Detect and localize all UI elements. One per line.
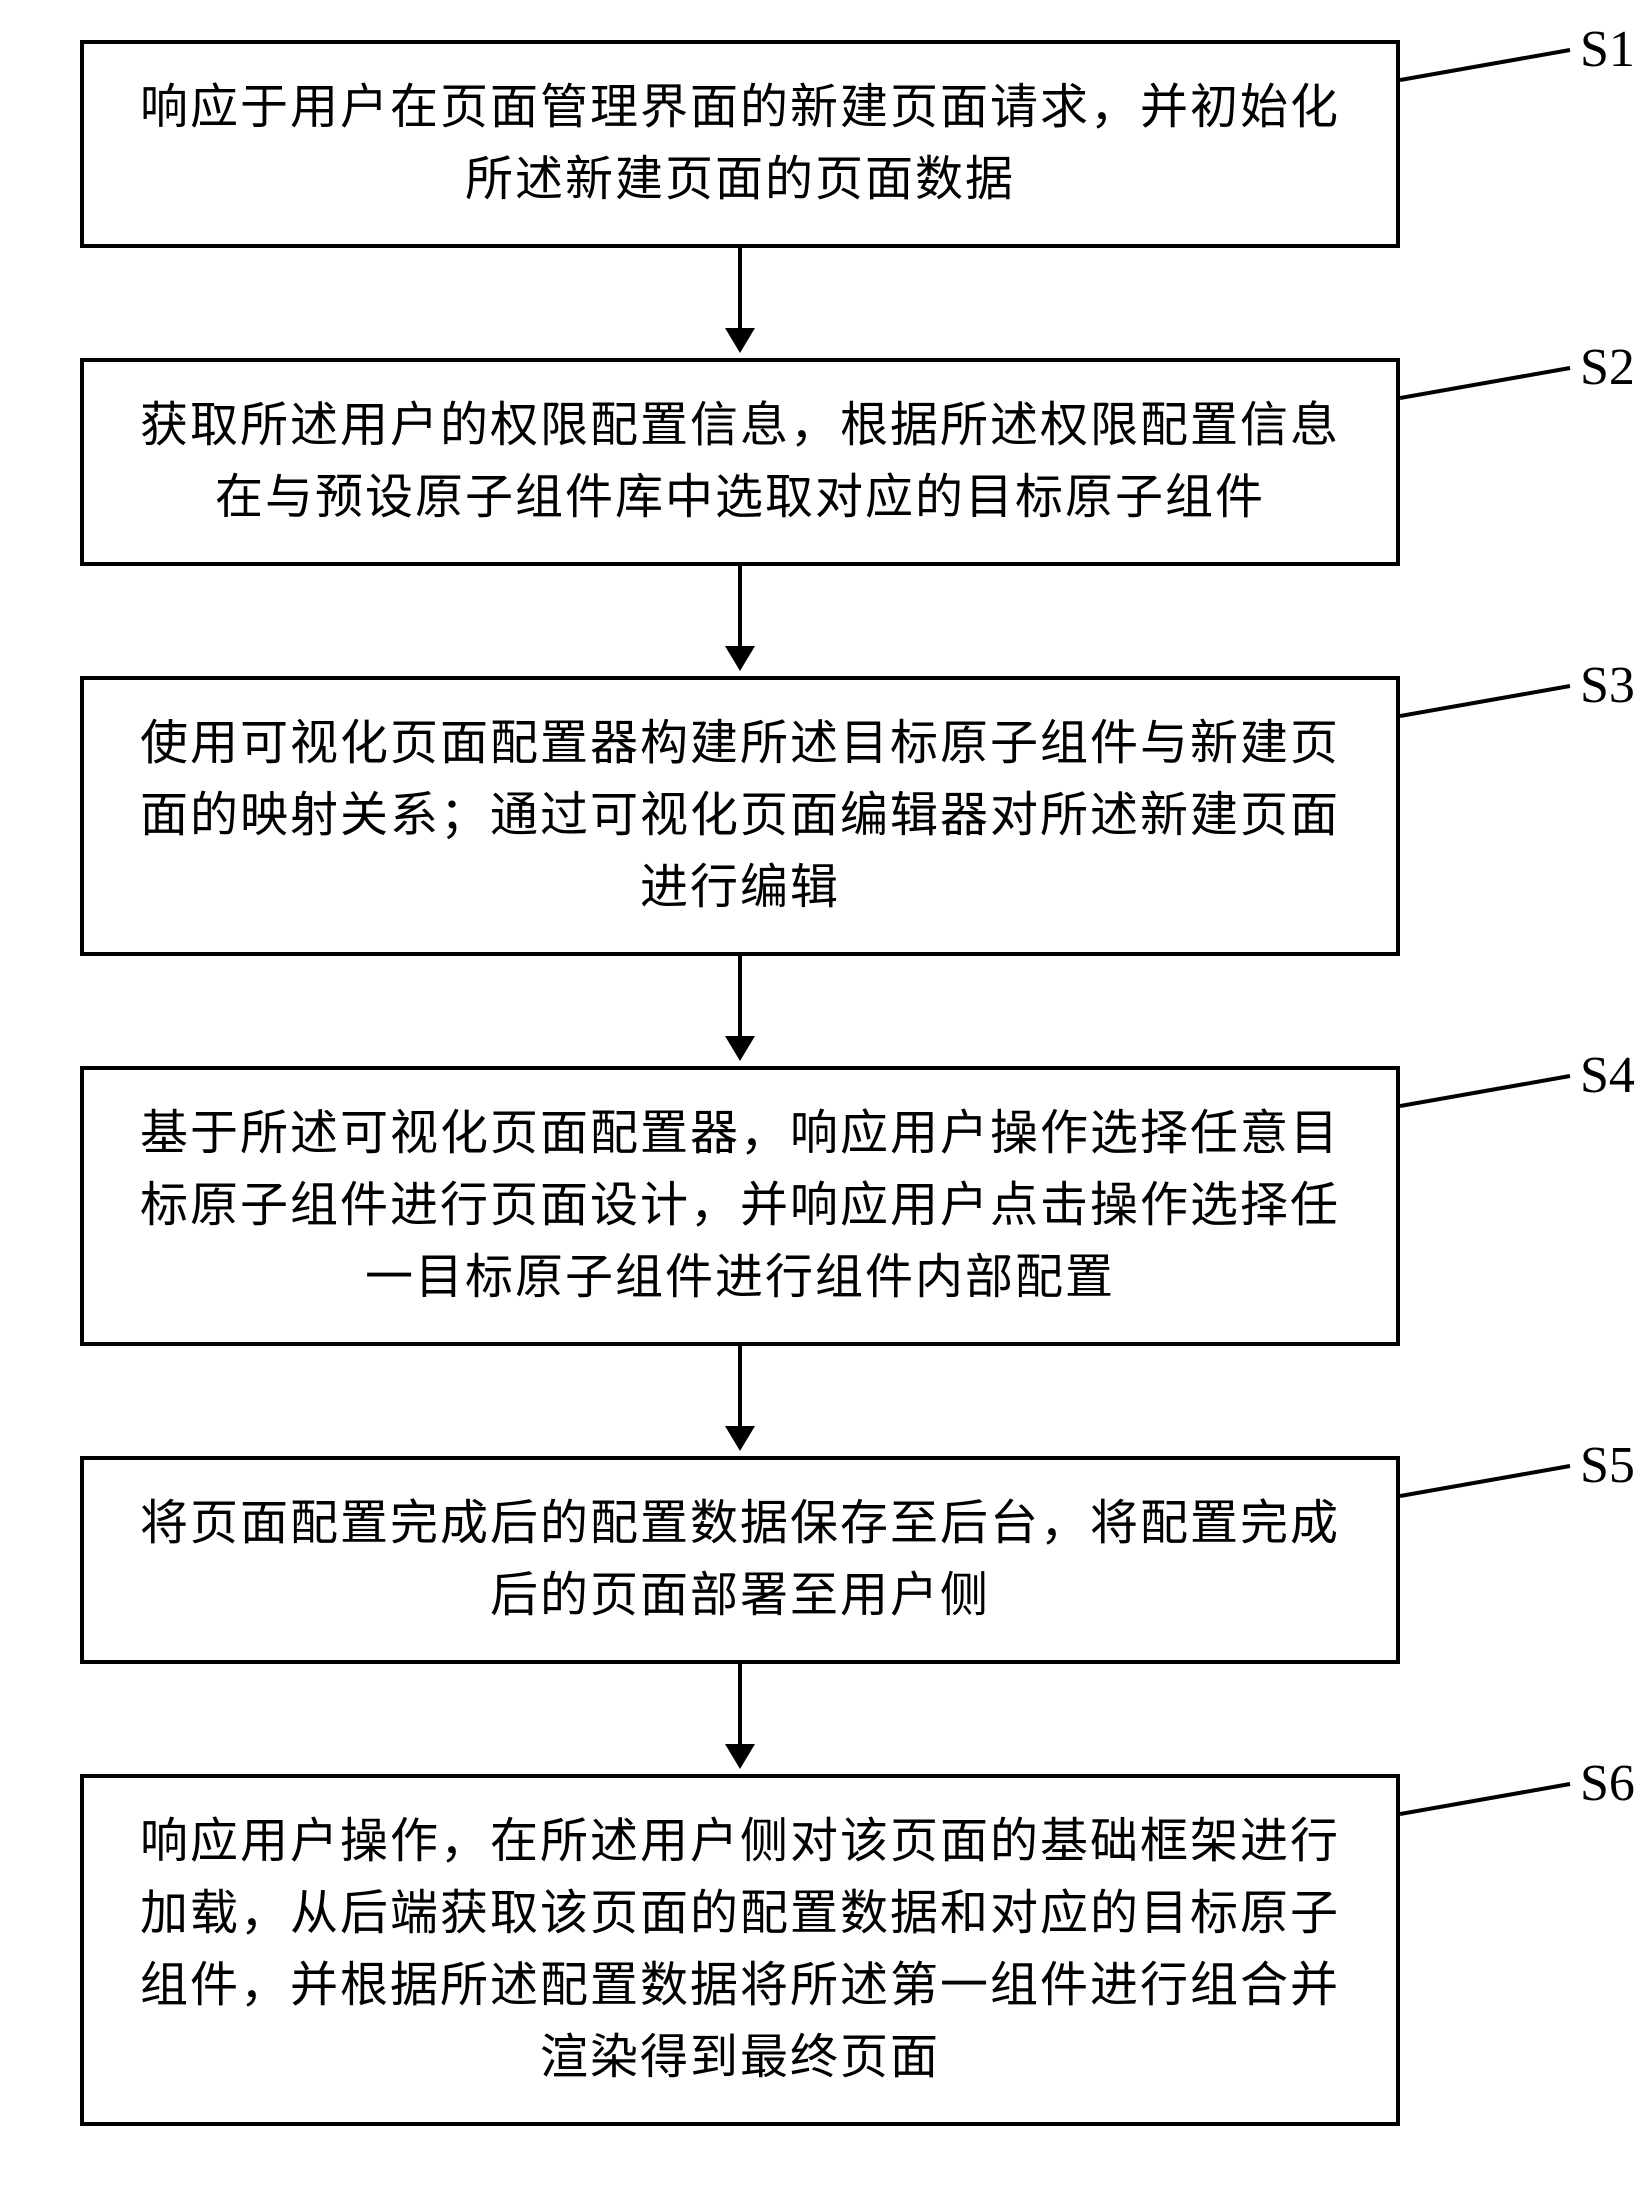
step-label-s4: S4 bbox=[1580, 1046, 1635, 1105]
step-box-s4: 基于所述可视化页面配置器，响应用户操作选择任意目标原子组件进行页面设计，并响应用… bbox=[80, 1066, 1400, 1346]
step-text-s3: 使用可视化页面配置器构建所述目标原子组件与新建页面的映射关系；通过可视化页面编辑… bbox=[124, 708, 1356, 924]
flowchart-diagram: 响应于用户在页面管理界面的新建页面请求，并初始化所述新建页面的页面数据 S1 获… bbox=[80, 40, 1560, 2126]
step-label-s6: S6 bbox=[1580, 1754, 1635, 1813]
step-box-s3: 使用可视化页面配置器构建所述目标原子组件与新建页面的映射关系；通过可视化页面编辑… bbox=[80, 676, 1400, 956]
arrow-connector-4 bbox=[80, 1346, 1400, 1456]
step-text-s1: 响应于用户在页面管理界面的新建页面请求，并初始化所述新建页面的页面数据 bbox=[124, 72, 1356, 216]
step-container-s6: 响应用户操作，在所述用户侧对该页面的基础框架进行加载，从后端获取该页面的配置数据… bbox=[80, 1774, 1560, 2126]
step-text-s4: 基于所述可视化页面配置器，响应用户操作选择任意目标原子组件进行页面设计，并响应用… bbox=[124, 1098, 1356, 1314]
label-connector-s5 bbox=[1400, 1446, 1580, 1506]
step-box-s1: 响应于用户在页面管理界面的新建页面请求，并初始化所述新建页面的页面数据 bbox=[80, 40, 1400, 248]
step-label-s2: S2 bbox=[1580, 338, 1635, 397]
step-label-s5: S5 bbox=[1580, 1436, 1635, 1495]
step-text-s6: 响应用户操作，在所述用户侧对该页面的基础框架进行加载，从后端获取该页面的配置数据… bbox=[124, 1806, 1356, 2094]
label-connector-s6 bbox=[1400, 1764, 1580, 1824]
step-text-s2: 获取所述用户的权限配置信息，根据所述权限配置信息在与预设原子组件库中选取对应的目… bbox=[124, 390, 1356, 534]
label-connector-s1 bbox=[1400, 30, 1580, 90]
step-container-s3: 使用可视化页面配置器构建所述目标原子组件与新建页面的映射关系；通过可视化页面编辑… bbox=[80, 676, 1560, 956]
step-container-s5: 将页面配置完成后的配置数据保存至后台，将配置完成后的页面部署至用户侧 S5 bbox=[80, 1456, 1560, 1664]
step-label-s3: S3 bbox=[1580, 656, 1635, 715]
label-connector-s3 bbox=[1400, 666, 1580, 726]
step-box-s5: 将页面配置完成后的配置数据保存至后台，将配置完成后的页面部署至用户侧 bbox=[80, 1456, 1400, 1664]
step-text-s5: 将页面配置完成后的配置数据保存至后台，将配置完成后的页面部署至用户侧 bbox=[124, 1488, 1356, 1632]
step-box-s2: 获取所述用户的权限配置信息，根据所述权限配置信息在与预设原子组件库中选取对应的目… bbox=[80, 358, 1400, 566]
arrow-connector-5 bbox=[80, 1664, 1400, 1774]
label-connector-s4 bbox=[1400, 1056, 1580, 1116]
step-box-s6: 响应用户操作，在所述用户侧对该页面的基础框架进行加载，从后端获取该页面的配置数据… bbox=[80, 1774, 1400, 2126]
step-container-s4: 基于所述可视化页面配置器，响应用户操作选择任意目标原子组件进行页面设计，并响应用… bbox=[80, 1066, 1560, 1346]
label-connector-s2 bbox=[1400, 348, 1580, 408]
arrow-connector-3 bbox=[80, 956, 1400, 1066]
arrow-connector-2 bbox=[80, 566, 1400, 676]
arrow-connector-1 bbox=[80, 248, 1400, 358]
step-container-s1: 响应于用户在页面管理界面的新建页面请求，并初始化所述新建页面的页面数据 S1 bbox=[80, 40, 1560, 248]
step-label-s1: S1 bbox=[1580, 20, 1635, 79]
step-container-s2: 获取所述用户的权限配置信息，根据所述权限配置信息在与预设原子组件库中选取对应的目… bbox=[80, 358, 1560, 566]
